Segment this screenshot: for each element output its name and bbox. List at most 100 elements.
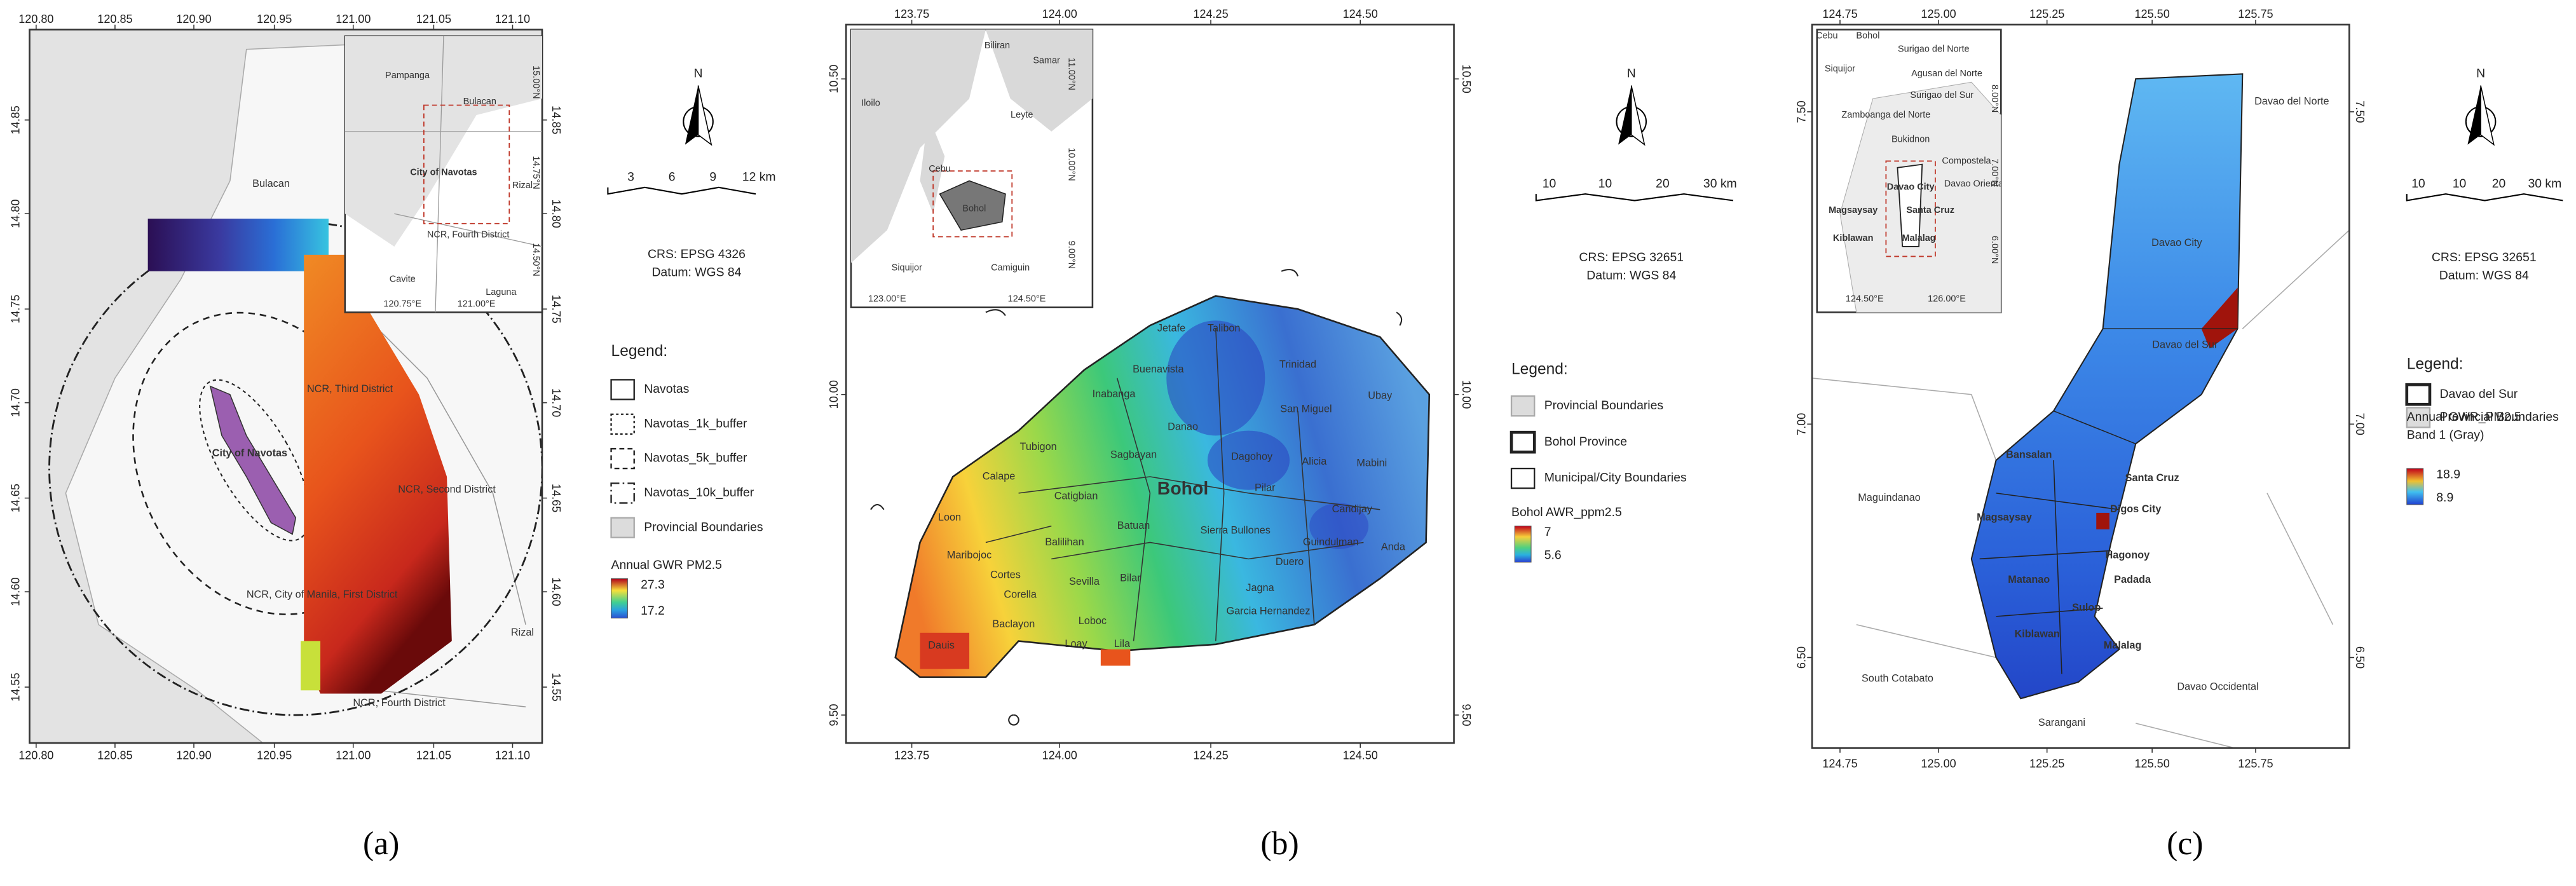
place-label: Magsaysay <box>1977 512 2032 523</box>
place-label: Loon <box>938 512 961 523</box>
north-arrow <box>685 85 699 145</box>
legend-swatch <box>610 447 635 470</box>
place-label: Santa Cruz <box>2125 472 2179 484</box>
ramp-title: Annual GWR PM2.5 <box>611 558 722 572</box>
heat-raster <box>1100 649 1131 666</box>
davao-del-sur <box>1970 73 2244 700</box>
heat-raster <box>304 254 452 694</box>
y-tick-label: 10.00 <box>828 380 840 409</box>
inset-label: NCR, Fourth District <box>427 230 509 240</box>
x-tick-label: 124.50 <box>1343 749 1378 761</box>
inset-extent <box>423 104 510 224</box>
place-label: Mabini <box>1356 458 1387 469</box>
y-tick-label: 14.85 <box>550 106 562 134</box>
y-tick-label: 9.50 <box>828 704 840 726</box>
inset-label: Siquijor <box>892 262 922 273</box>
inset-label: Leyte <box>1011 110 1033 120</box>
heat-raster <box>147 218 329 271</box>
place-label: Catigbian <box>1054 490 1098 501</box>
inset-label: Iloilo <box>861 99 880 109</box>
legend-swatch <box>610 413 635 435</box>
place-label: Maribojoc <box>947 549 992 561</box>
inset-tick-label: 9.00°N <box>1066 241 1076 269</box>
place-label: Cortes <box>990 569 1021 580</box>
inset-tick-label: 126.00°E <box>1928 294 1966 304</box>
x-tick-label: 125.50 <box>2134 757 2169 770</box>
legend-swatch <box>1509 430 1536 454</box>
x-tick-label: 125.75 <box>2238 757 2273 770</box>
x-tick-label: 121.05 <box>416 13 451 25</box>
ramp-min: 5.6 <box>1544 548 1562 562</box>
scale-label: 30 km <box>2528 177 2562 191</box>
inset-label: Siquijor <box>1825 64 1855 74</box>
legend-swatch <box>610 482 635 504</box>
inset-tick-label: 15.00°N <box>531 65 541 99</box>
legend-title: Legend: <box>1511 360 1568 378</box>
place-label: Buenavista <box>1133 364 1184 375</box>
inset-tick-label: 10.00°N <box>1066 147 1076 181</box>
inset-tick-label: 120.75°E <box>383 299 421 309</box>
x-tick-label: 120.80 <box>18 13 53 25</box>
y-tick-label: 9.50 <box>1460 704 1473 726</box>
inset-tick-label: 14.50°N <box>531 243 541 276</box>
place-label: Padada <box>2114 574 2151 585</box>
inset-label: Biliran <box>985 41 1010 51</box>
inset-label: Kiblawan <box>1833 233 1873 243</box>
place-label: Sierra Bullones <box>1201 525 1271 536</box>
x-tick-label: 121.10 <box>495 749 530 761</box>
inset-tick-label: 123.00°E <box>868 294 906 304</box>
place-label: Bohol <box>1157 479 1209 499</box>
x-tick-label: 121.00 <box>336 749 371 761</box>
municipal-boundary <box>1979 328 2238 674</box>
datum: Datum: WGS 84 <box>651 265 741 279</box>
place-label: Sevilla <box>1069 576 1100 587</box>
x-tick-label: 124.00 <box>1042 749 1077 761</box>
heat-raster <box>301 641 321 691</box>
inset-land <box>850 29 986 263</box>
inset-label: Compostela <box>1942 156 1991 166</box>
place-label: Pilar <box>1255 482 1276 493</box>
color-ramp <box>2406 468 2424 505</box>
place-label: Kiblawan <box>2014 629 2059 640</box>
legend-swatch <box>610 379 635 400</box>
x-tick-label: 120.90 <box>176 13 211 25</box>
inset-label: Santa Cruz <box>1906 205 1954 215</box>
x-tick-label: 121.00 <box>336 13 371 25</box>
y-tick-label: 7.50 <box>2354 100 2366 123</box>
place-label: Digos City <box>2110 503 2161 515</box>
place-label: Maguindanao <box>1858 492 1921 503</box>
inset-label: City of Navotas <box>410 167 477 177</box>
place-label: Candijay <box>1332 503 1373 515</box>
x-tick-label: 120.90 <box>176 749 211 761</box>
ramp-title: Band 1 (Gray) <box>2407 428 2484 442</box>
map-b <box>846 24 1454 743</box>
bohol <box>894 295 1431 678</box>
caption: (a) <box>363 826 399 862</box>
place-label: Davao City <box>2151 237 2202 249</box>
x-tick-label: 125.25 <box>2029 8 2064 20</box>
place-label: Davao del Norte <box>2254 96 2329 107</box>
place-label: Baclayon <box>992 618 1035 630</box>
ramp-max: 7 <box>1544 525 1551 539</box>
inset-land <box>985 29 1093 132</box>
y-tick-label: 6.50 <box>2354 646 2366 669</box>
legend-item: Navotas_5k_buffer <box>644 451 747 465</box>
inset-label: Malalag <box>1902 233 1936 243</box>
color-ramp <box>611 578 628 618</box>
scale-label: 9 <box>709 170 716 184</box>
place-label: NCR, Second District <box>398 484 496 495</box>
inset-tick-label: 8.00°N <box>1989 85 2000 112</box>
place-label: Calape <box>983 470 1016 482</box>
y-tick-label: 14.80 <box>550 200 562 228</box>
x-tick-label: 121.05 <box>416 749 451 761</box>
place-label: Garcia Hernandez <box>1227 605 1311 617</box>
inset-label: Camiguin <box>991 262 1030 273</box>
x-tick-label: 125.00 <box>1921 8 1956 20</box>
inset-bohol <box>939 180 1006 231</box>
y-tick-label: 10.50 <box>828 65 840 93</box>
north-label: N <box>1627 67 1636 81</box>
legend-item: Provincial Boundaries <box>2439 410 2558 424</box>
inset-label: Surigao del Norte <box>1898 44 1970 54</box>
place-label: Jetafe <box>1157 323 1185 334</box>
